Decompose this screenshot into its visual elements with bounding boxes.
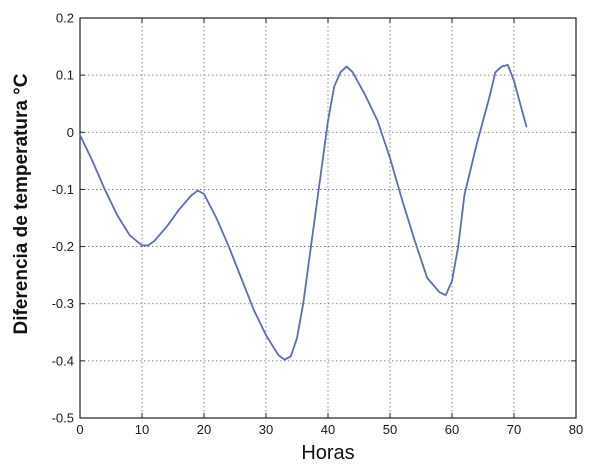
x-tick-label: 40 <box>321 422 335 437</box>
y-tick-label: 0 <box>67 125 74 140</box>
y-tick-label: -0.3 <box>52 296 74 311</box>
y-tick-label: -0.2 <box>52 239 74 254</box>
x-axis-label: Horas <box>301 442 354 464</box>
y-tick-labels: 0.2 0.1 0 -0.1 -0.2 -0.3 -0.4 -0.5 <box>52 11 74 426</box>
grid <box>80 18 576 418</box>
x-tick-label: 70 <box>507 422 521 437</box>
x-tick-label: 60 <box>445 422 459 437</box>
series-line <box>79 63 528 361</box>
axis-ticks <box>79 17 577 419</box>
y-tick-label: 0.2 <box>56 11 74 26</box>
x-tick-label: 80 <box>569 422 583 437</box>
y-axis-label: Diferencia de temperatura °C <box>11 73 32 334</box>
y-tick-label: -0.5 <box>52 411 74 426</box>
x-tick-labels: 0 10 20 30 40 50 60 70 80 <box>76 422 583 437</box>
y-tick-label: -0.1 <box>52 182 74 197</box>
x-tick-label: 20 <box>197 422 211 437</box>
y-tick-label: -0.4 <box>52 353 74 368</box>
y-tick-label: 0.1 <box>56 68 74 83</box>
x-tick-label: 0 <box>76 422 83 437</box>
x-tick-label: 50 <box>383 422 397 437</box>
x-tick-label: 10 <box>135 422 149 437</box>
x-tick-label: 30 <box>259 422 273 437</box>
